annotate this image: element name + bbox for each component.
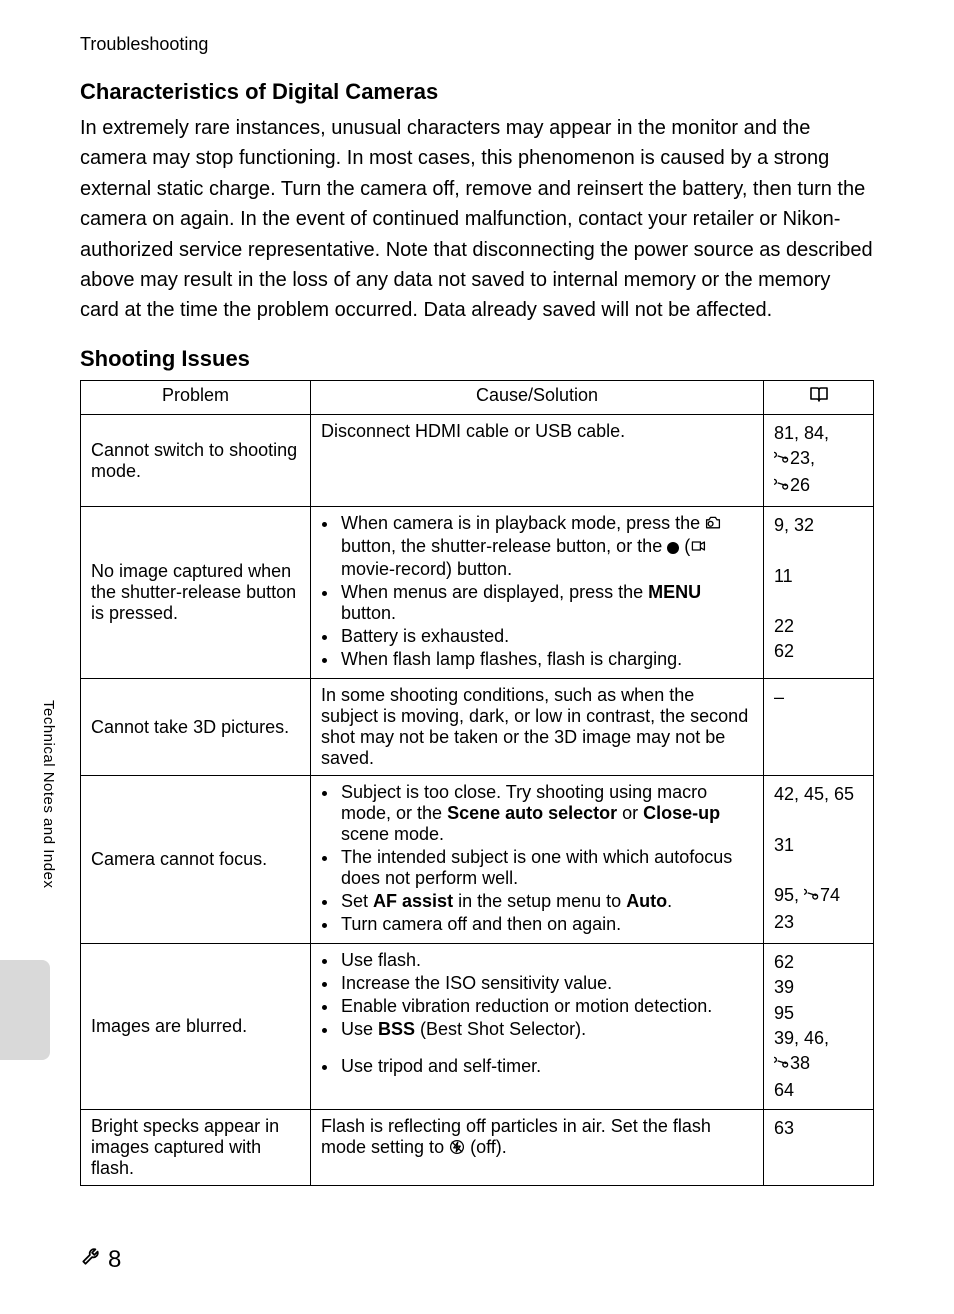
- col-header-cause: Cause/Solution: [311, 380, 764, 414]
- section-title-shooting: Shooting Issues: [80, 346, 874, 372]
- table-row: Bright specks appear in images captured …: [81, 1110, 874, 1186]
- ref-icon: [774, 475, 790, 500]
- ref-icon: [804, 885, 820, 910]
- list-item: When menus are displayed, press the MENU…: [339, 582, 753, 624]
- cell-reference: 63: [764, 1110, 874, 1186]
- cell-reference: 9, 32 11 2262: [764, 507, 874, 679]
- cell-solution: Use flash.Increase the ISO sensitivity v…: [311, 944, 764, 1110]
- cell-problem: Camera cannot focus.: [81, 776, 311, 944]
- cell-reference: 81, 84,23,26: [764, 414, 874, 507]
- sidebar-tab: [0, 960, 50, 1060]
- movie-icon: [690, 538, 706, 559]
- page-number: 8: [108, 1246, 121, 1274]
- list-item: Use tripod and self-timer.: [339, 1056, 753, 1077]
- list-item: Set AF assist in the setup menu to Auto.: [339, 891, 753, 912]
- cell-reference: 62399539, 46,3864: [764, 944, 874, 1110]
- ref-icon: [774, 448, 790, 473]
- book-icon: [809, 385, 829, 410]
- col-header-problem: Problem: [81, 380, 311, 414]
- cell-reference: –: [764, 679, 874, 776]
- list-item: The intended subject is one with which a…: [339, 847, 753, 889]
- col-header-reference: [764, 380, 874, 414]
- page-header: Troubleshooting: [80, 34, 874, 55]
- cell-solution: Subject is too close. Try shooting using…: [311, 776, 764, 944]
- cell-solution: In some shooting conditions, such as whe…: [311, 679, 764, 776]
- list-item: Use flash.: [339, 950, 753, 971]
- list-item: Turn camera off and then on again.: [339, 914, 753, 935]
- table-row: Camera cannot focus. Subject is too close…: [81, 776, 874, 944]
- cell-solution: Disconnect HDMI cable or USB cable.: [311, 414, 764, 507]
- cell-solution: Flash is reflecting off particles in air…: [311, 1110, 764, 1186]
- page-footer: 8: [80, 1245, 121, 1274]
- ref-icon: [774, 1053, 790, 1078]
- sidebar-section-label: Technical Notes and Index: [40, 700, 57, 888]
- list-item: Enable vibration reduction or motion det…: [339, 996, 753, 1017]
- list-item: Increase the ISO sensitivity value.: [339, 973, 753, 994]
- cell-solution: When camera is in playback mode, press t…: [311, 507, 764, 679]
- list-item: Subject is too close. Try shooting using…: [339, 782, 753, 845]
- cell-problem: Cannot switch to shooting mode.: [81, 414, 311, 507]
- cell-problem: Bright specks appear in images captured …: [81, 1110, 311, 1186]
- list-item: Battery is exhausted.: [339, 626, 753, 647]
- wrench-icon: [80, 1245, 102, 1274]
- troubleshooting-table: Problem Cause/Solution Cannot switch to …: [80, 380, 874, 1187]
- section-body-characteristics: In extremely rare instances, unusual cha…: [80, 113, 874, 326]
- table-row: Images are blurred.Use flash.Increase th…: [81, 944, 874, 1110]
- camera-icon: [705, 515, 721, 536]
- dot-icon: [667, 542, 679, 554]
- section-title-characteristics: Characteristics of Digital Cameras: [80, 79, 874, 105]
- table-row: No image captured when the shutter-relea…: [81, 507, 874, 679]
- cell-problem: Images are blurred.: [81, 944, 311, 1110]
- list-item: When flash lamp flashes, flash is chargi…: [339, 649, 753, 670]
- cell-problem: No image captured when the shutter-relea…: [81, 507, 311, 679]
- list-item: Use BSS (Best Shot Selector).: [339, 1019, 753, 1040]
- table-row: Cannot switch to shooting mode.Disconnec…: [81, 414, 874, 507]
- cell-problem: Cannot take 3D pictures.: [81, 679, 311, 776]
- list-item: When camera is in playback mode, press t…: [339, 513, 753, 580]
- flash-off-icon: [449, 1139, 465, 1160]
- cell-reference: 42, 45, 65 31 95, 7423: [764, 776, 874, 944]
- table-row: Cannot take 3D pictures.In some shooting…: [81, 679, 874, 776]
